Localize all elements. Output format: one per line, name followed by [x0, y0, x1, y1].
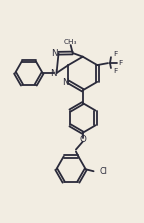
- Text: N: N: [51, 49, 58, 58]
- Text: O: O: [79, 135, 86, 144]
- Text: F: F: [113, 68, 117, 74]
- Text: N: N: [62, 78, 69, 87]
- Text: CH₃: CH₃: [64, 39, 77, 45]
- Text: Cl: Cl: [100, 167, 107, 176]
- Text: N: N: [50, 70, 57, 78]
- Text: F: F: [119, 60, 123, 66]
- Text: F: F: [113, 51, 117, 57]
